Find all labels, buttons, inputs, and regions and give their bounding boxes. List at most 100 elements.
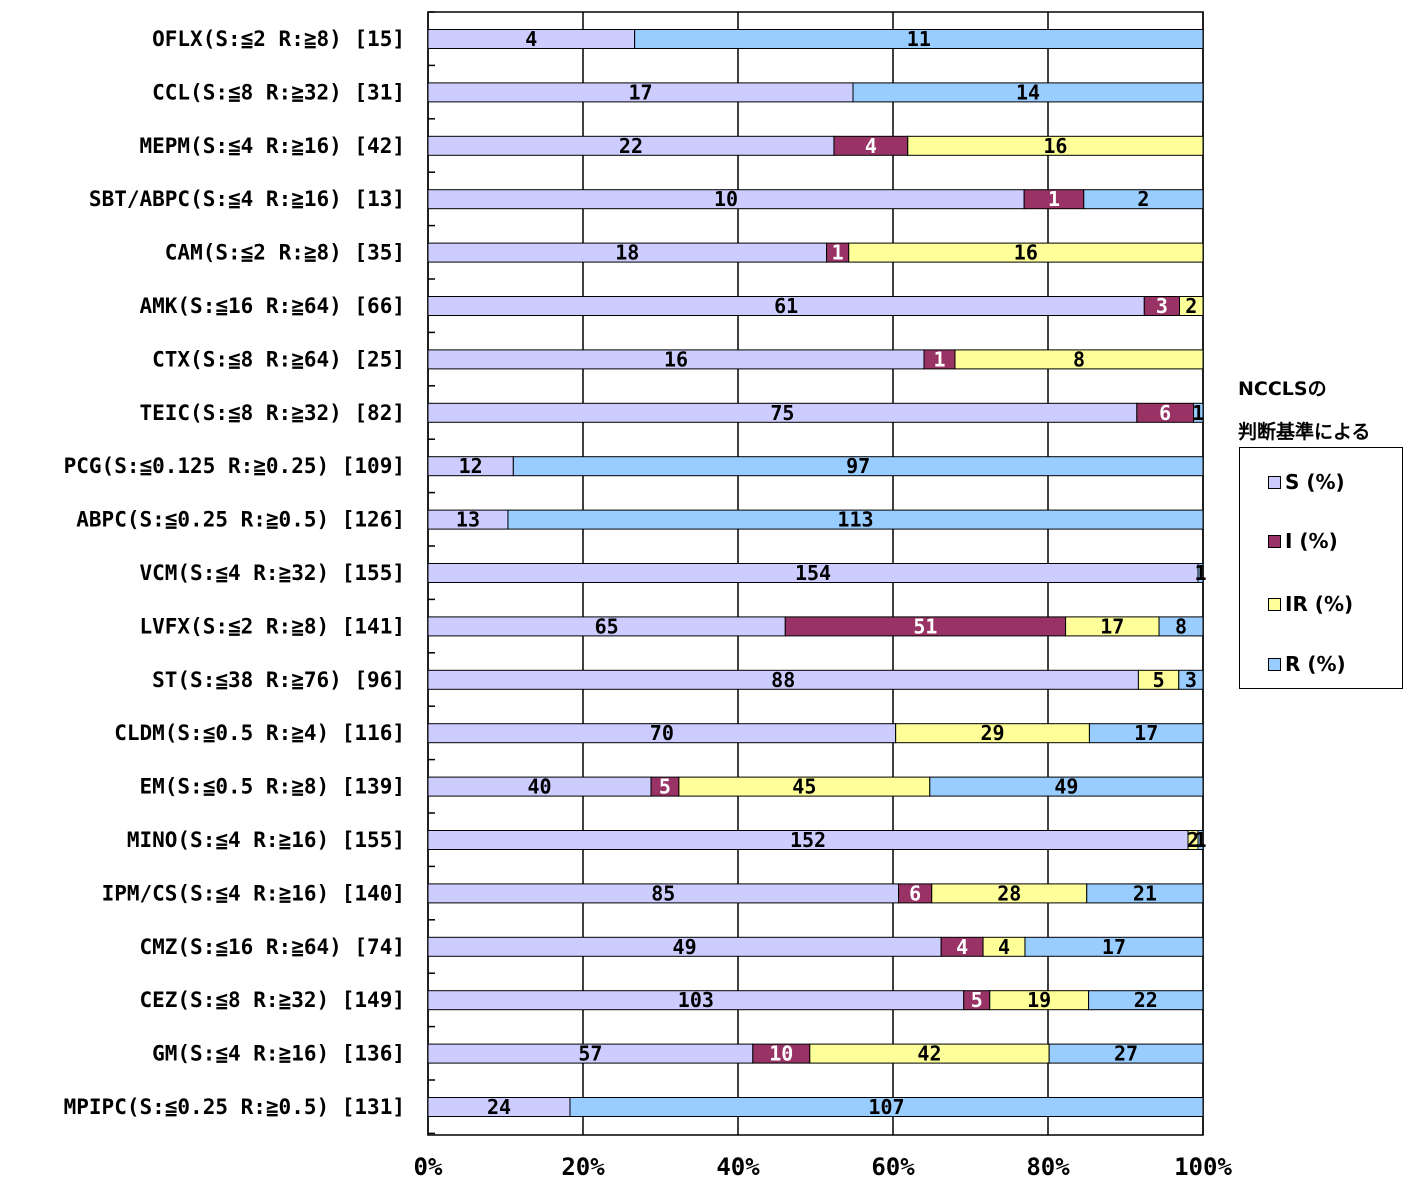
segment-value-label: 4 [956, 935, 968, 959]
category-label: IPM/CS(S:≦4 R:≧16) [140] [102, 881, 405, 905]
segment-value-label: 4 [865, 134, 877, 158]
category-label: CTX(S:≦8 R:≧64) [25] [152, 347, 405, 371]
segment-value-label: 17 [1134, 721, 1158, 745]
category-label: AMK(S:≦16 R:≧64) [66] [139, 294, 405, 318]
segment-value-label: 17 [1100, 614, 1124, 638]
segment-value-label: 14 [1016, 80, 1040, 104]
bar-segment [929, 776, 1204, 797]
legend-swatch-i [1268, 534, 1281, 548]
legend-item-ir: IR (%) [1268, 590, 1353, 618]
x-tick-label: 20% [561, 1153, 605, 1181]
bar-segment [1086, 883, 1204, 904]
segment-value-label: 1 [933, 347, 945, 371]
segment-value-label: 103 [678, 988, 714, 1012]
segment-value-label: 57 [578, 1042, 602, 1066]
segment-value-label: 8 [1175, 614, 1187, 638]
bar-segment [569, 1097, 1204, 1117]
x-tick-label: 60% [871, 1153, 915, 1181]
category-label: SBT/ABPC(S:≦4 R:≧16) [13] [89, 187, 405, 211]
segment-value-label: 97 [846, 454, 870, 478]
bar-segment [1178, 669, 1204, 690]
segment-value-label: 4 [998, 935, 1010, 959]
x-axis-tick-labels: 0% 20% 40% 60% 80% 100% [414, 1153, 1233, 1181]
bar-segment [1088, 990, 1204, 1011]
category-label: EM(S:≦0.5 R:≧8) [139] [139, 775, 405, 799]
bar-segment [1083, 189, 1204, 210]
segment-value-label: 1 [1192, 401, 1204, 425]
bar-segment [512, 456, 1204, 477]
legend-swatch-s [1268, 475, 1281, 489]
legend-label-s: S (%) [1285, 470, 1345, 494]
category-label: MEPM(S:≦4 R:≧16) [42] [139, 134, 405, 158]
segment-value-label: 17 [628, 80, 652, 104]
segment-value-label: 28 [997, 881, 1021, 905]
legend-label-r: R (%) [1285, 652, 1346, 676]
segment-value-label: 152 [790, 828, 826, 852]
legend-item-i: I (%) [1268, 527, 1338, 555]
segment-value-label: 10 [714, 187, 738, 211]
category-label: VCM(S:≦4 R:≧32) [155] [139, 561, 405, 585]
side-note-line-2: 判断基準による [1238, 421, 1371, 443]
category-label: MINO(S:≦4 R:≧16) [155] [127, 828, 405, 852]
segment-value-label: 1 [1194, 561, 1206, 585]
legend-item-s: S (%) [1268, 468, 1345, 496]
segment-value-label: 19 [1027, 988, 1051, 1012]
bar-segment [954, 349, 1204, 370]
segment-value-label: 18 [615, 241, 639, 265]
segment-value-label: 51 [913, 614, 937, 638]
category-label: TEIC(S:≦8 R:≧32) [82] [139, 401, 405, 425]
segment-value-label: 88 [771, 668, 795, 692]
segment-value-label: 13 [456, 508, 480, 532]
segment-value-label: 16 [1014, 241, 1038, 265]
segment-value-label: 85 [651, 881, 675, 905]
segment-value-label: 22 [619, 134, 643, 158]
bar-segment [1193, 402, 1204, 423]
segment-value-label: 1 [1194, 828, 1206, 852]
segment-value-label: 10 [769, 1042, 793, 1066]
legend-label-i: I (%) [1285, 529, 1338, 553]
segment-value-label: 113 [837, 508, 873, 532]
segment-value-label: 27 [1114, 1042, 1138, 1066]
segment-value-label: 5 [659, 775, 671, 799]
bar-segment [1024, 936, 1204, 957]
x-tick-label: 80% [1026, 1153, 1070, 1181]
bar-segment [1197, 830, 1204, 850]
segment-value-label: 154 [795, 561, 831, 585]
segment-value-label: 4 [525, 27, 537, 51]
category-label: OFLX(S:≦2 R:≧8) [15] [152, 27, 405, 51]
bar-segment [848, 242, 1204, 263]
category-label: CLDM(S:≦0.5 R:≧4) [116] [114, 721, 405, 745]
bar-segment [852, 82, 1204, 103]
category-label: ABPC(S:≦0.25 R:≧0.5) [126] [76, 508, 405, 532]
category-label: GM(S:≦4 R:≧16) [136] [152, 1042, 405, 1066]
segment-value-label: 16 [664, 347, 688, 371]
segment-value-label: 5 [971, 988, 983, 1012]
bar-segment [634, 29, 1204, 49]
bar-segments [427, 29, 1204, 1117]
segment-value-label: 5 [1153, 668, 1165, 692]
segment-value-label: 6 [909, 881, 921, 905]
segment-value-label: 49 [1054, 775, 1078, 799]
segment-value-label: 22 [1134, 988, 1158, 1012]
category-label: ST(S:≦38 R:≧76) [96] [152, 668, 405, 692]
x-tick-label: 100% [1174, 1153, 1232, 1181]
segment-value-label: 49 [673, 935, 697, 959]
legend-item-r: R (%) [1268, 650, 1346, 678]
segment-value-label: 70 [650, 721, 674, 745]
segment-value-label: 42 [917, 1042, 941, 1066]
category-label: PCG(S:≦0.125 R:≧0.25) [109] [64, 454, 405, 478]
bar-segment [907, 135, 1204, 156]
segment-value-label: 1 [1048, 187, 1060, 211]
side-note-line-1: NCCLSの [1238, 378, 1327, 400]
segment-value-label: 12 [459, 454, 483, 478]
category-label: CMZ(S:≦16 R:≧64) [74] [139, 935, 405, 959]
bar-segment [1158, 616, 1204, 637]
legend: S (%) I (%) IR (%) R (%) [1239, 447, 1403, 689]
category-label: MPIPC(S:≦0.25 R:≧0.5) [131] [64, 1095, 405, 1119]
bar-segment [1197, 563, 1204, 583]
bar-segment [1088, 723, 1204, 744]
segment-value-label: 75 [770, 401, 794, 425]
segment-value-label: 2 [1137, 187, 1149, 211]
x-tick-label: 0% [414, 1153, 443, 1181]
